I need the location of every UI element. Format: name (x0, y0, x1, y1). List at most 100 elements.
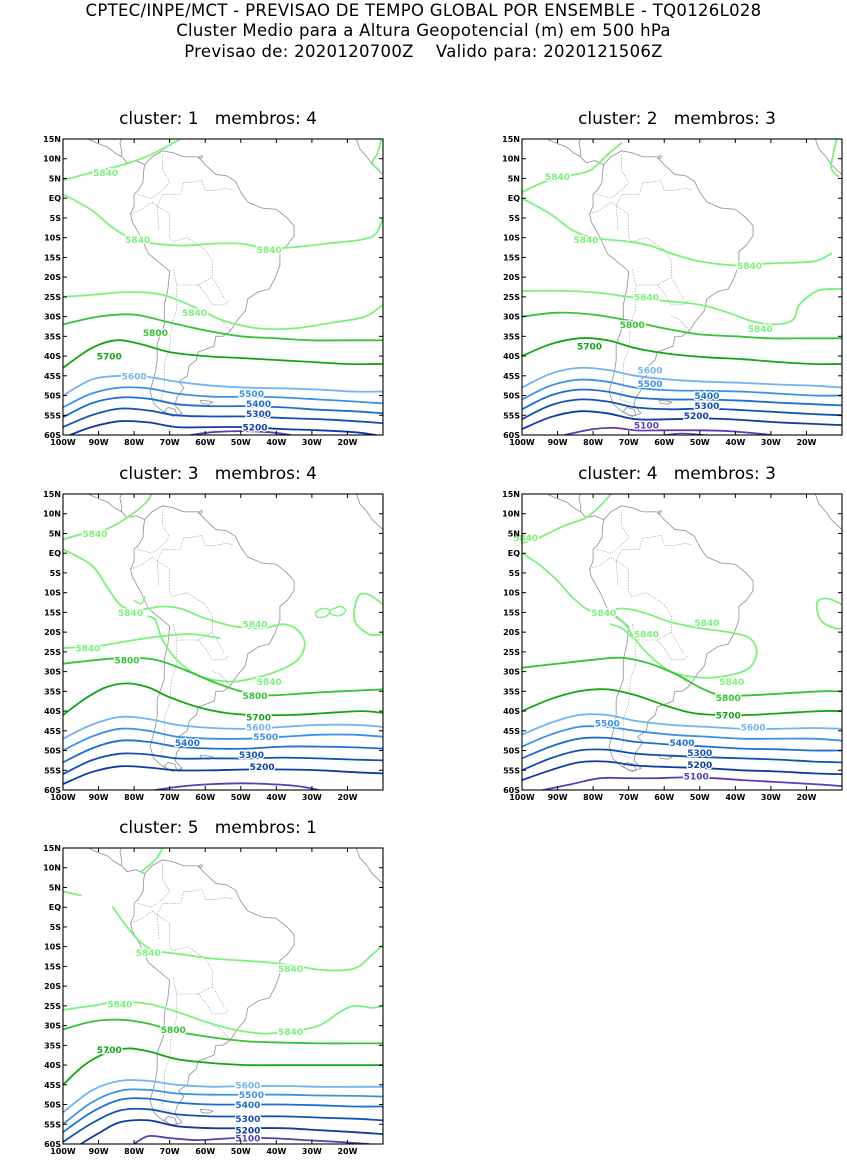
contour-line (79, 1119, 383, 1144)
coastline (59, 129, 66, 132)
country-border (596, 154, 630, 199)
lon-label: 50W (690, 438, 710, 447)
lat-label: 45S (44, 1081, 61, 1090)
lat-label: 45S (503, 727, 520, 736)
cluster-panel-4: cluster: 4 membros: 3 5840 5840 5840 5840 58… (467, 464, 847, 807)
country-border (151, 910, 213, 987)
lat-label: EQ (49, 903, 61, 912)
contour-label: 5200 (235, 1127, 260, 1137)
lat-label: 30S (44, 313, 61, 322)
contour-line (63, 1079, 383, 1114)
lat-label: 50S (44, 392, 61, 401)
lat-label: 40S (503, 707, 520, 716)
cluster-title: cluster: 2 membros: 3 (578, 109, 776, 129)
contour-line (63, 715, 383, 740)
contour-line (522, 287, 842, 326)
contour-line (329, 605, 347, 617)
lon-label: 70W (160, 438, 180, 447)
contour-line (522, 398, 842, 421)
lat-label: 30S (44, 1022, 61, 1031)
lat-label: 55S (44, 411, 61, 420)
lon-label: 60W (195, 438, 215, 447)
contour-line (63, 396, 383, 419)
lon-label: 30W (302, 1147, 322, 1156)
country-border (589, 556, 612, 570)
contour-label: 5100 (634, 422, 659, 432)
contour-line (63, 1107, 383, 1143)
lat-label: 40S (44, 707, 61, 716)
lat-label: 15S (44, 608, 61, 617)
island-outline (163, 1115, 178, 1125)
contour-line (63, 752, 383, 776)
lon-label: 20W (337, 793, 357, 802)
contour-label: 5840 (545, 173, 570, 183)
lat-label: 10N (43, 155, 61, 164)
contour-line (154, 782, 320, 790)
lon-label: 30W (761, 793, 781, 802)
contour-label: 5200 (242, 424, 267, 434)
lon-label: 80W (124, 1147, 144, 1156)
lat-label: 15N (43, 844, 61, 853)
contour-label: 5840 (719, 678, 744, 688)
contour-line (522, 713, 842, 736)
contour-label: 5840 (118, 609, 143, 619)
lon-label: 90W (548, 793, 568, 802)
contour-label: 5800 (620, 321, 645, 331)
island-outline (622, 761, 637, 771)
contour-line (63, 739, 383, 764)
lat-label: 5S (50, 569, 62, 578)
lat-label: 20S (503, 273, 520, 282)
contour-line (133, 1134, 370, 1144)
contour-line (522, 552, 758, 679)
contour-label: 5400 (235, 1101, 260, 1111)
coastline (546, 494, 604, 521)
country-border (172, 978, 226, 1008)
lat-label: 5N (508, 529, 520, 538)
cluster-panel-1: cluster: 1 membros: 4 5840 5840 5840 5840 58… (8, 109, 428, 452)
lat-label: 15S (503, 608, 520, 617)
contour-label: 5840 (748, 325, 773, 335)
lat-label: 5S (50, 923, 62, 932)
lat-label: 60S (503, 786, 520, 795)
country-border (130, 910, 153, 924)
lat-label: 35S (503, 332, 520, 341)
contour-label: 5840 (93, 169, 118, 179)
coastline (814, 139, 842, 175)
lat-label: EQ (508, 549, 520, 558)
contour-line (522, 337, 842, 366)
island-outline (198, 510, 203, 514)
island-outline (658, 399, 673, 405)
contour-label: 5500 (637, 380, 662, 390)
coastline (578, 139, 582, 157)
contour-label: 5500 (239, 1091, 264, 1101)
contour-line (63, 139, 182, 182)
coastline (589, 505, 754, 772)
contour-label: 5840 (591, 609, 616, 619)
country-border (156, 535, 234, 585)
cluster-title: cluster: 3 membros: 4 (119, 464, 317, 484)
contour-label: 5700 (577, 343, 602, 353)
contour-label: 5600 (122, 372, 147, 382)
lon-label: 20W (337, 438, 357, 447)
map-layer (63, 848, 383, 1144)
map-layer (522, 139, 842, 435)
contour-label: 5840 (278, 965, 303, 975)
lon-label: 100W (509, 438, 535, 447)
lon-label: 100W (50, 1147, 76, 1156)
coastline (87, 494, 145, 521)
contour-line (63, 656, 383, 697)
contour-label: 5840 (75, 644, 100, 654)
lat-label: 30S (503, 668, 520, 677)
contour-line (63, 765, 383, 785)
contour-line (63, 727, 383, 752)
lat-label: EQ (49, 194, 61, 203)
lat-label: 10S (44, 589, 61, 598)
contour-label: 5200 (250, 763, 275, 773)
contour-line (69, 420, 377, 435)
country-border (212, 316, 231, 331)
country-border (610, 556, 672, 633)
contour-label: 5300 (235, 1115, 260, 1125)
contour-label: 5400 (669, 739, 694, 749)
contour-line (563, 426, 772, 435)
